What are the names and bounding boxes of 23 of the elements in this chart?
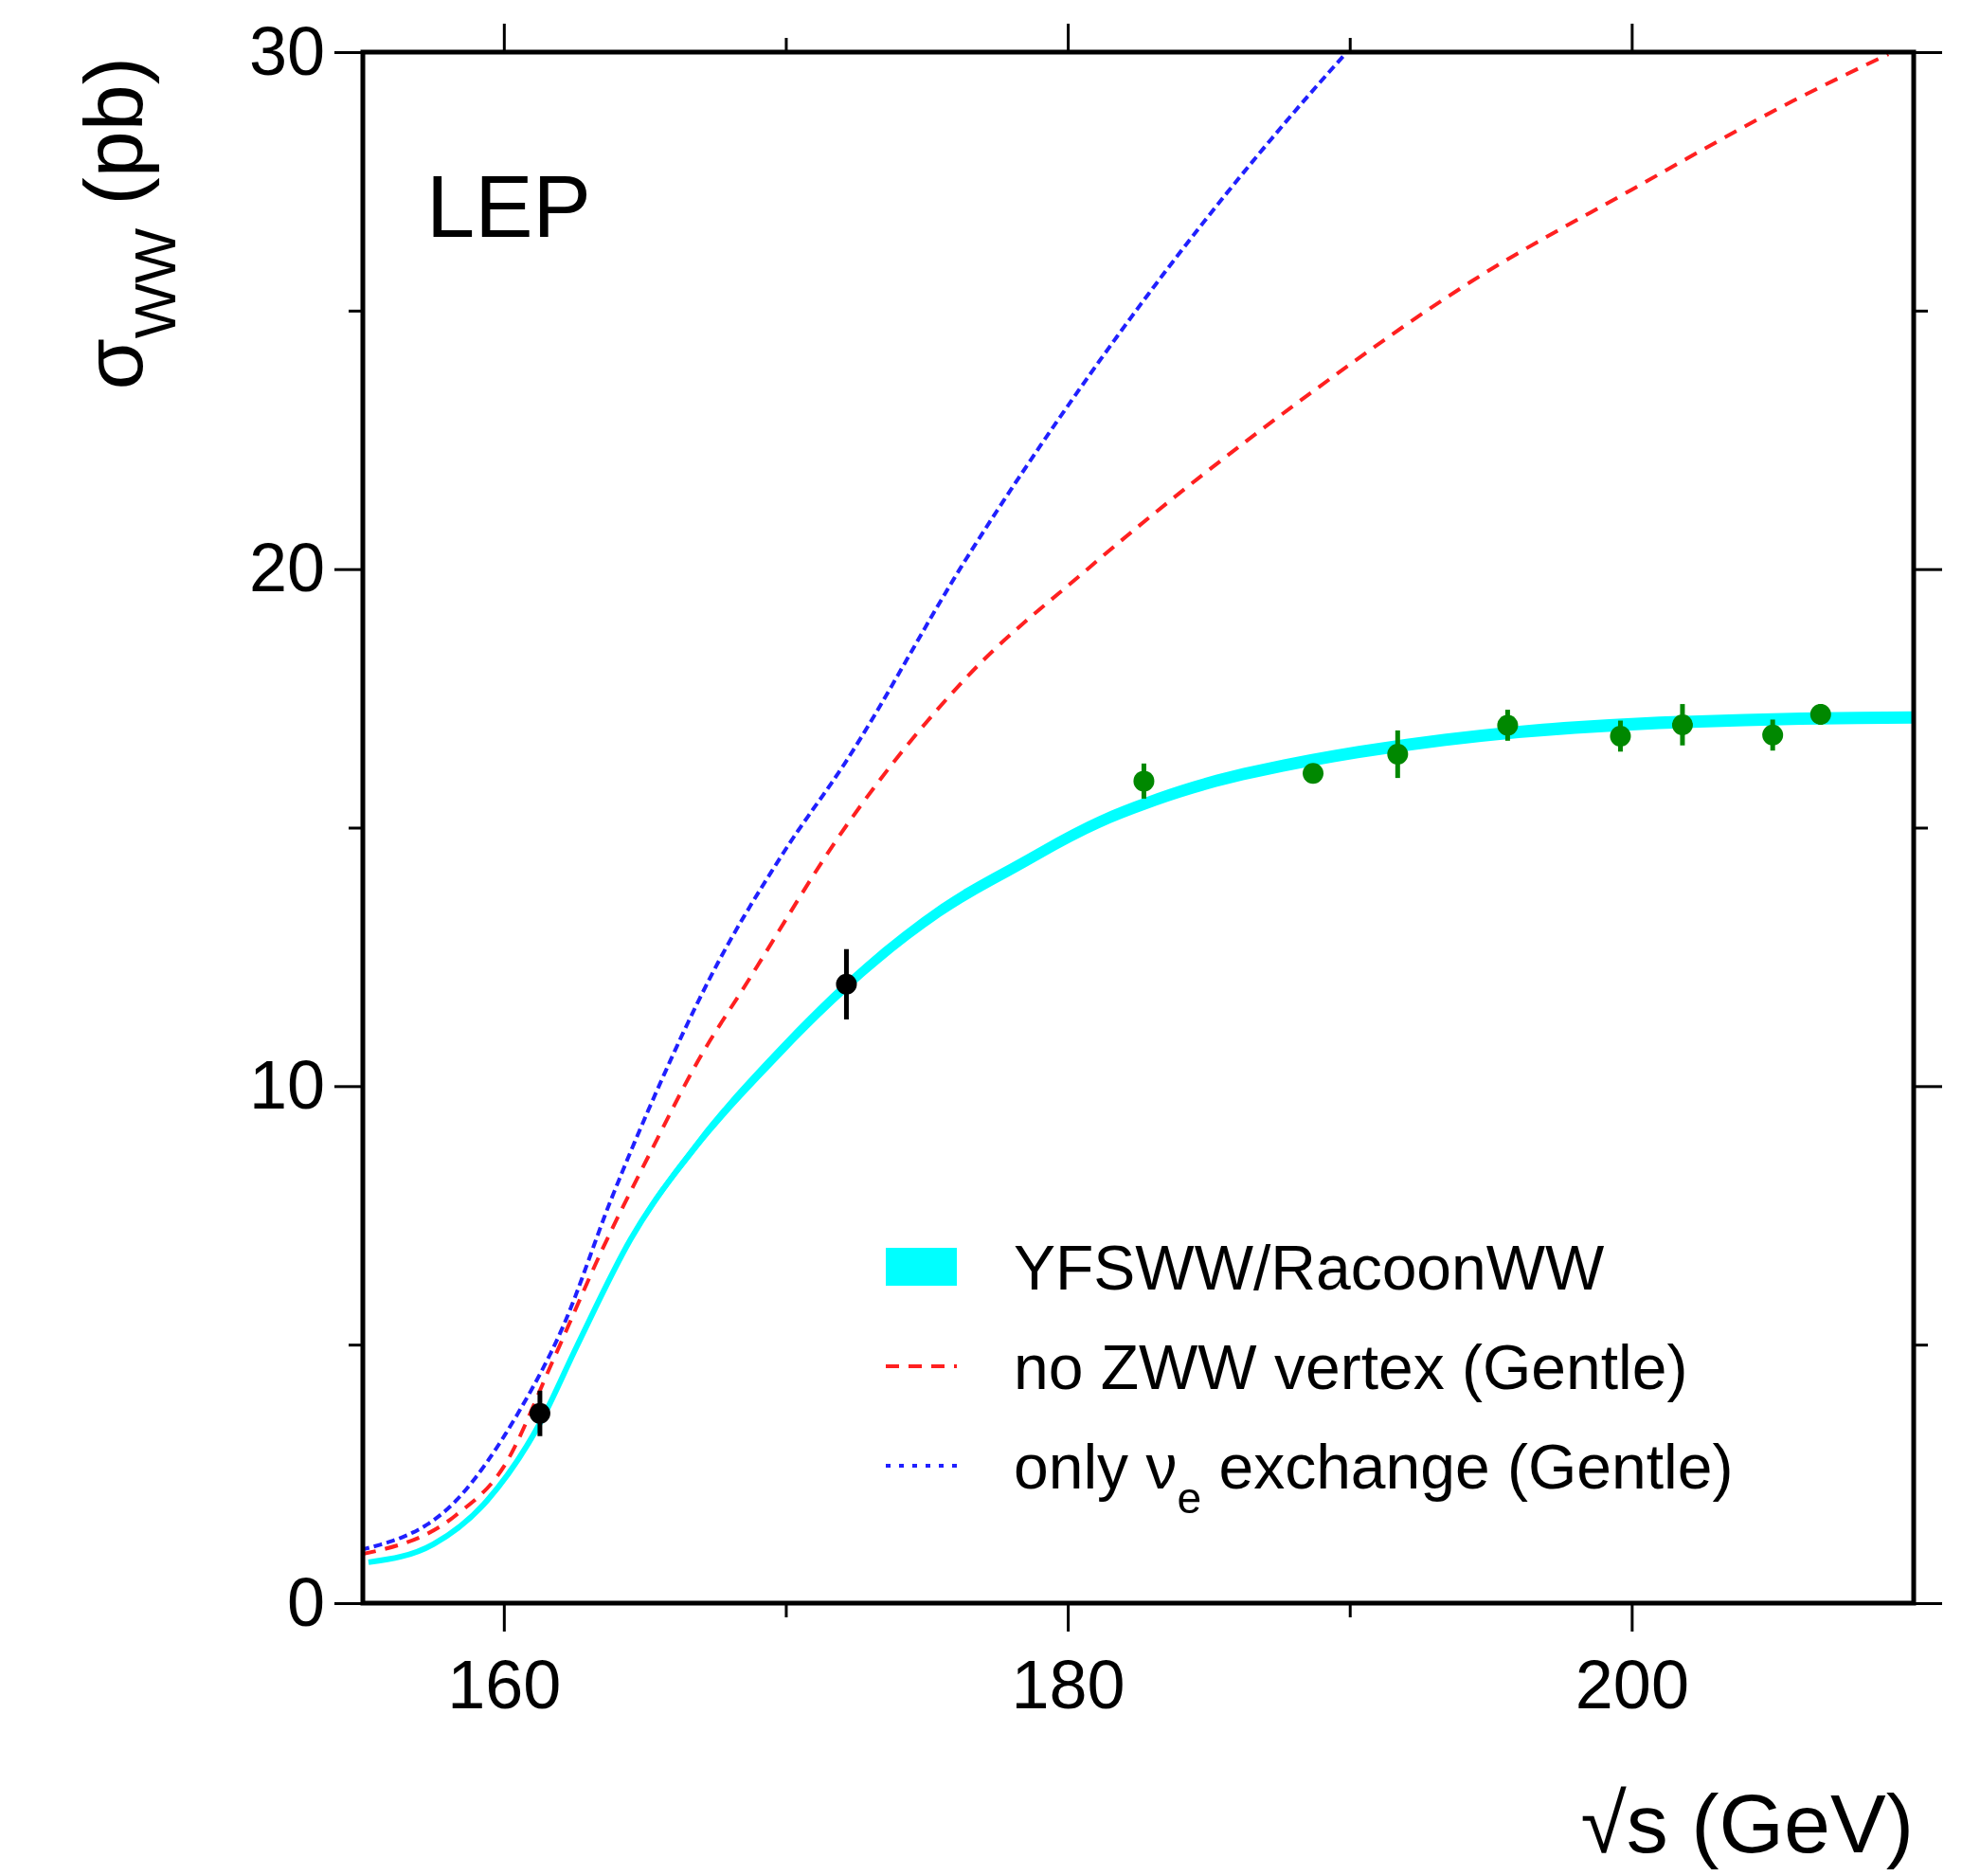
point xyxy=(1133,770,1155,792)
point xyxy=(836,973,857,995)
y-tick-label: 0 xyxy=(286,1563,325,1640)
legend-label: only ν$_{e}$ exchange (Gentle) xyxy=(1014,1431,1734,1523)
y-tick-label: 10 xyxy=(248,1046,325,1123)
point xyxy=(1671,713,1693,735)
point xyxy=(1762,724,1784,746)
point xyxy=(1497,714,1519,736)
y-tick-label: 20 xyxy=(248,530,325,606)
point xyxy=(529,1402,550,1424)
point xyxy=(1610,725,1631,747)
x-tick-label: 180 xyxy=(1011,1647,1125,1723)
point xyxy=(1809,704,1831,725)
x-tick-label: 160 xyxy=(447,1647,562,1723)
x-tick-label: 200 xyxy=(1575,1647,1689,1723)
y-tick-label: 30 xyxy=(248,12,325,89)
x-axis-title: √s (GeV) xyxy=(1580,1777,1914,1870)
legend-label: no ZWW vertex (Gentle) xyxy=(1014,1331,1688,1402)
point xyxy=(1387,744,1409,766)
point xyxy=(1303,763,1324,785)
legend-label: YFSWW/RacoonWW xyxy=(1014,1232,1606,1303)
annotation: LEP xyxy=(426,158,591,255)
line-series xyxy=(363,52,1891,1557)
